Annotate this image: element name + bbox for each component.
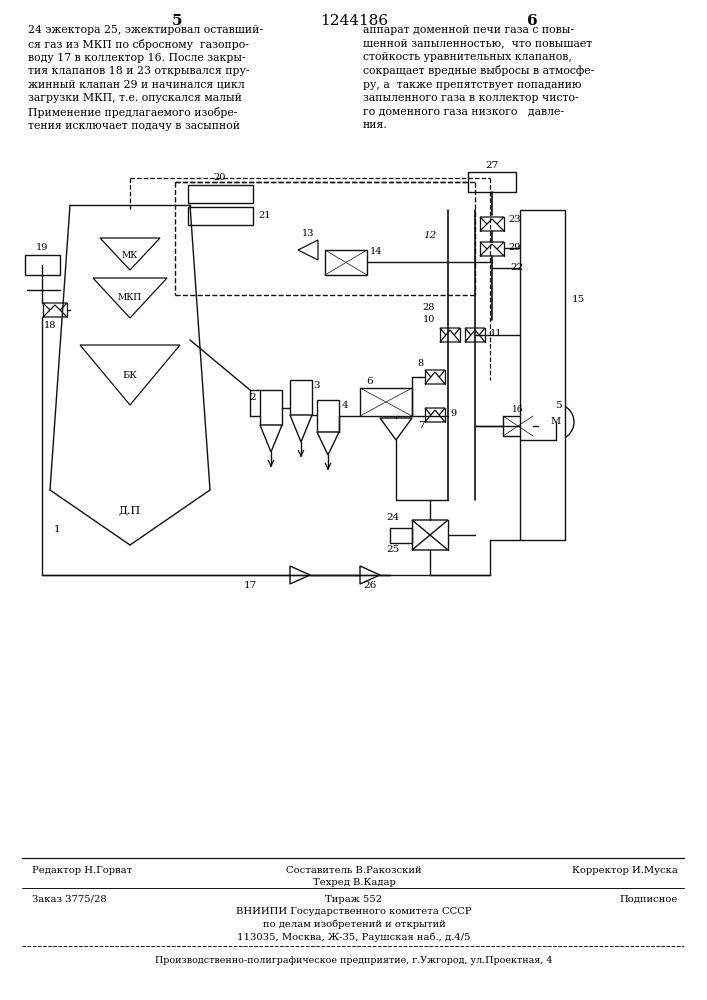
- Text: 28: 28: [423, 304, 435, 312]
- Text: 12: 12: [423, 231, 437, 239]
- Bar: [325, 250, 367, 275]
- Text: 6: 6: [527, 14, 537, 28]
- Polygon shape: [440, 330, 460, 342]
- Polygon shape: [317, 432, 339, 455]
- Text: МКП: МКП: [118, 294, 142, 302]
- Text: Подписное: Подписное: [619, 895, 678, 904]
- Polygon shape: [43, 305, 67, 317]
- Text: 4: 4: [342, 400, 349, 410]
- Text: Корректор И.Муска: Корректор И.Муска: [572, 866, 678, 875]
- Text: МК: МК: [122, 250, 138, 259]
- Text: 18: 18: [44, 320, 56, 330]
- Text: 11: 11: [490, 328, 503, 338]
- Bar: [188, 185, 253, 203]
- Text: Тираж 552
ВНИИПИ Государственного комитета СССР
по делам изобретений и открытий
: Тираж 552 ВНИИПИ Государственного комите…: [236, 895, 472, 942]
- Polygon shape: [290, 566, 310, 584]
- Polygon shape: [480, 219, 504, 231]
- Text: Редактор Н.Горват: Редактор Н.Горват: [32, 866, 132, 875]
- Polygon shape: [440, 328, 460, 340]
- Text: 2: 2: [250, 393, 257, 402]
- Text: 13: 13: [302, 229, 314, 237]
- Text: Заказ 3775/28: Заказ 3775/28: [32, 895, 107, 904]
- Text: 1: 1: [54, 526, 60, 534]
- Bar: [468, 172, 516, 192]
- Text: 9: 9: [450, 408, 456, 418]
- Polygon shape: [425, 372, 445, 384]
- Text: 24 эжектора 25, эжектировал оставший-
ся газ из МКП по сбросному  газопро-
воду : 24 эжектора 25, эжектировал оставший- ся…: [28, 25, 263, 131]
- Polygon shape: [93, 278, 167, 318]
- Text: 15: 15: [572, 296, 585, 304]
- Polygon shape: [290, 415, 312, 442]
- Polygon shape: [360, 566, 380, 584]
- Bar: [317, 400, 339, 432]
- Bar: [390, 528, 412, 543]
- Text: Производственно-полиграфическое предприятие, г.Ужгород, ул.Проектная, 4: Производственно-полиграфическое предприя…: [156, 956, 553, 965]
- Text: 21: 21: [258, 211, 271, 220]
- Polygon shape: [380, 418, 412, 440]
- Text: БК: БК: [122, 370, 137, 379]
- Text: 5: 5: [172, 14, 182, 28]
- Text: 14: 14: [370, 247, 382, 256]
- Polygon shape: [425, 370, 445, 382]
- Polygon shape: [260, 425, 282, 452]
- Text: Д.П: Д.П: [119, 505, 141, 515]
- Text: 17: 17: [243, 580, 257, 589]
- Text: M: M: [551, 418, 561, 426]
- Text: 22: 22: [510, 263, 523, 272]
- Text: 16: 16: [513, 406, 524, 414]
- Text: 6: 6: [367, 377, 373, 386]
- Polygon shape: [100, 238, 160, 270]
- Text: 29: 29: [508, 243, 520, 252]
- Text: 10: 10: [423, 316, 435, 324]
- Text: 26: 26: [363, 580, 377, 589]
- Circle shape: [538, 404, 574, 440]
- Text: 20: 20: [214, 174, 226, 182]
- Text: 27: 27: [486, 160, 498, 169]
- Polygon shape: [480, 242, 504, 254]
- Polygon shape: [80, 345, 180, 405]
- Text: аппарат доменной печи газа с повы-
шенной запыленностью,  что повышает
стойкость: аппарат доменной печи газа с повы- шенно…: [363, 25, 595, 130]
- Text: 7: 7: [418, 420, 425, 430]
- Text: 23: 23: [508, 216, 520, 225]
- Text: 5: 5: [555, 400, 561, 410]
- Text: 25: 25: [387, 546, 400, 554]
- Polygon shape: [480, 244, 504, 256]
- Text: 24: 24: [387, 514, 400, 522]
- Bar: [260, 390, 282, 425]
- Polygon shape: [412, 520, 448, 535]
- Text: 1244186: 1244186: [320, 14, 388, 28]
- Polygon shape: [465, 328, 485, 340]
- Bar: [503, 416, 533, 436]
- Polygon shape: [298, 240, 318, 260]
- Bar: [188, 207, 253, 225]
- Bar: [290, 380, 312, 415]
- Bar: [360, 388, 412, 416]
- Bar: [520, 210, 565, 540]
- Bar: [25, 255, 60, 275]
- Text: 3: 3: [313, 380, 320, 389]
- Polygon shape: [425, 410, 445, 422]
- Polygon shape: [480, 217, 504, 229]
- Text: Составитель В.Ракозский
Техред В.Кадар: Составитель В.Ракозский Техред В.Кадар: [286, 866, 422, 887]
- Polygon shape: [425, 408, 445, 420]
- Polygon shape: [43, 303, 67, 315]
- Text: 8: 8: [417, 359, 423, 367]
- Polygon shape: [465, 330, 485, 342]
- Text: 19: 19: [36, 243, 48, 252]
- Polygon shape: [412, 535, 448, 550]
